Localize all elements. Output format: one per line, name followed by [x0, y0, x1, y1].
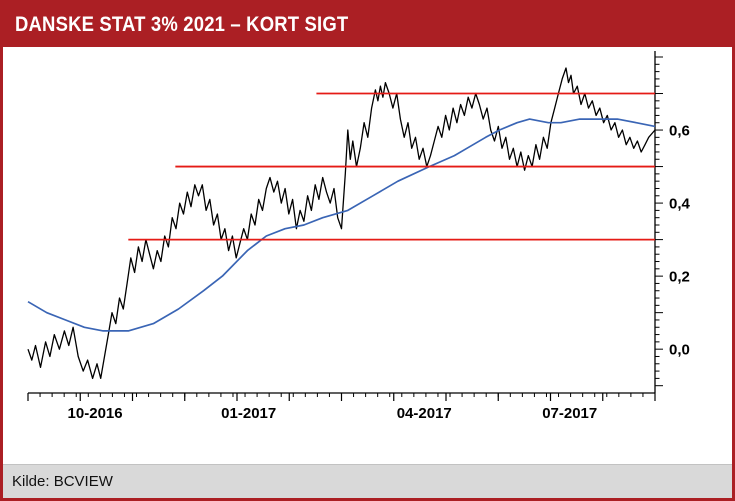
svg-text:04-2017: 04-2017	[397, 405, 452, 422]
source-bar: Kilde: BCVIEW	[3, 464, 732, 498]
svg-text:07-2017: 07-2017	[542, 405, 597, 422]
svg-text:0,4: 0,4	[669, 196, 691, 213]
svg-text:0,2: 0,2	[669, 269, 690, 286]
svg-text:01-2017: 01-2017	[221, 405, 276, 422]
chart-region: 0,0 0,2 0,4 0,6 10-2016 01-2017 04-2017 07-2017	[3, 47, 732, 464]
svg-text:0,0: 0,0	[669, 342, 690, 359]
source-label: Kilde: BCVIEW	[12, 473, 113, 490]
price-chart: 0,0 0,2 0,4 0,6 10-2016 01-2017 04-2017 07-2017	[27, 51, 691, 422]
svg-text:10-2016: 10-2016	[68, 405, 123, 422]
chart-title: DANSKE STAT 3% 2021 – KORT SIGT	[15, 13, 349, 36]
svg-text:0,6: 0,6	[669, 123, 690, 140]
title-bar: DANSKE STAT 3% 2021 – KORT SIGT	[3, 3, 732, 47]
